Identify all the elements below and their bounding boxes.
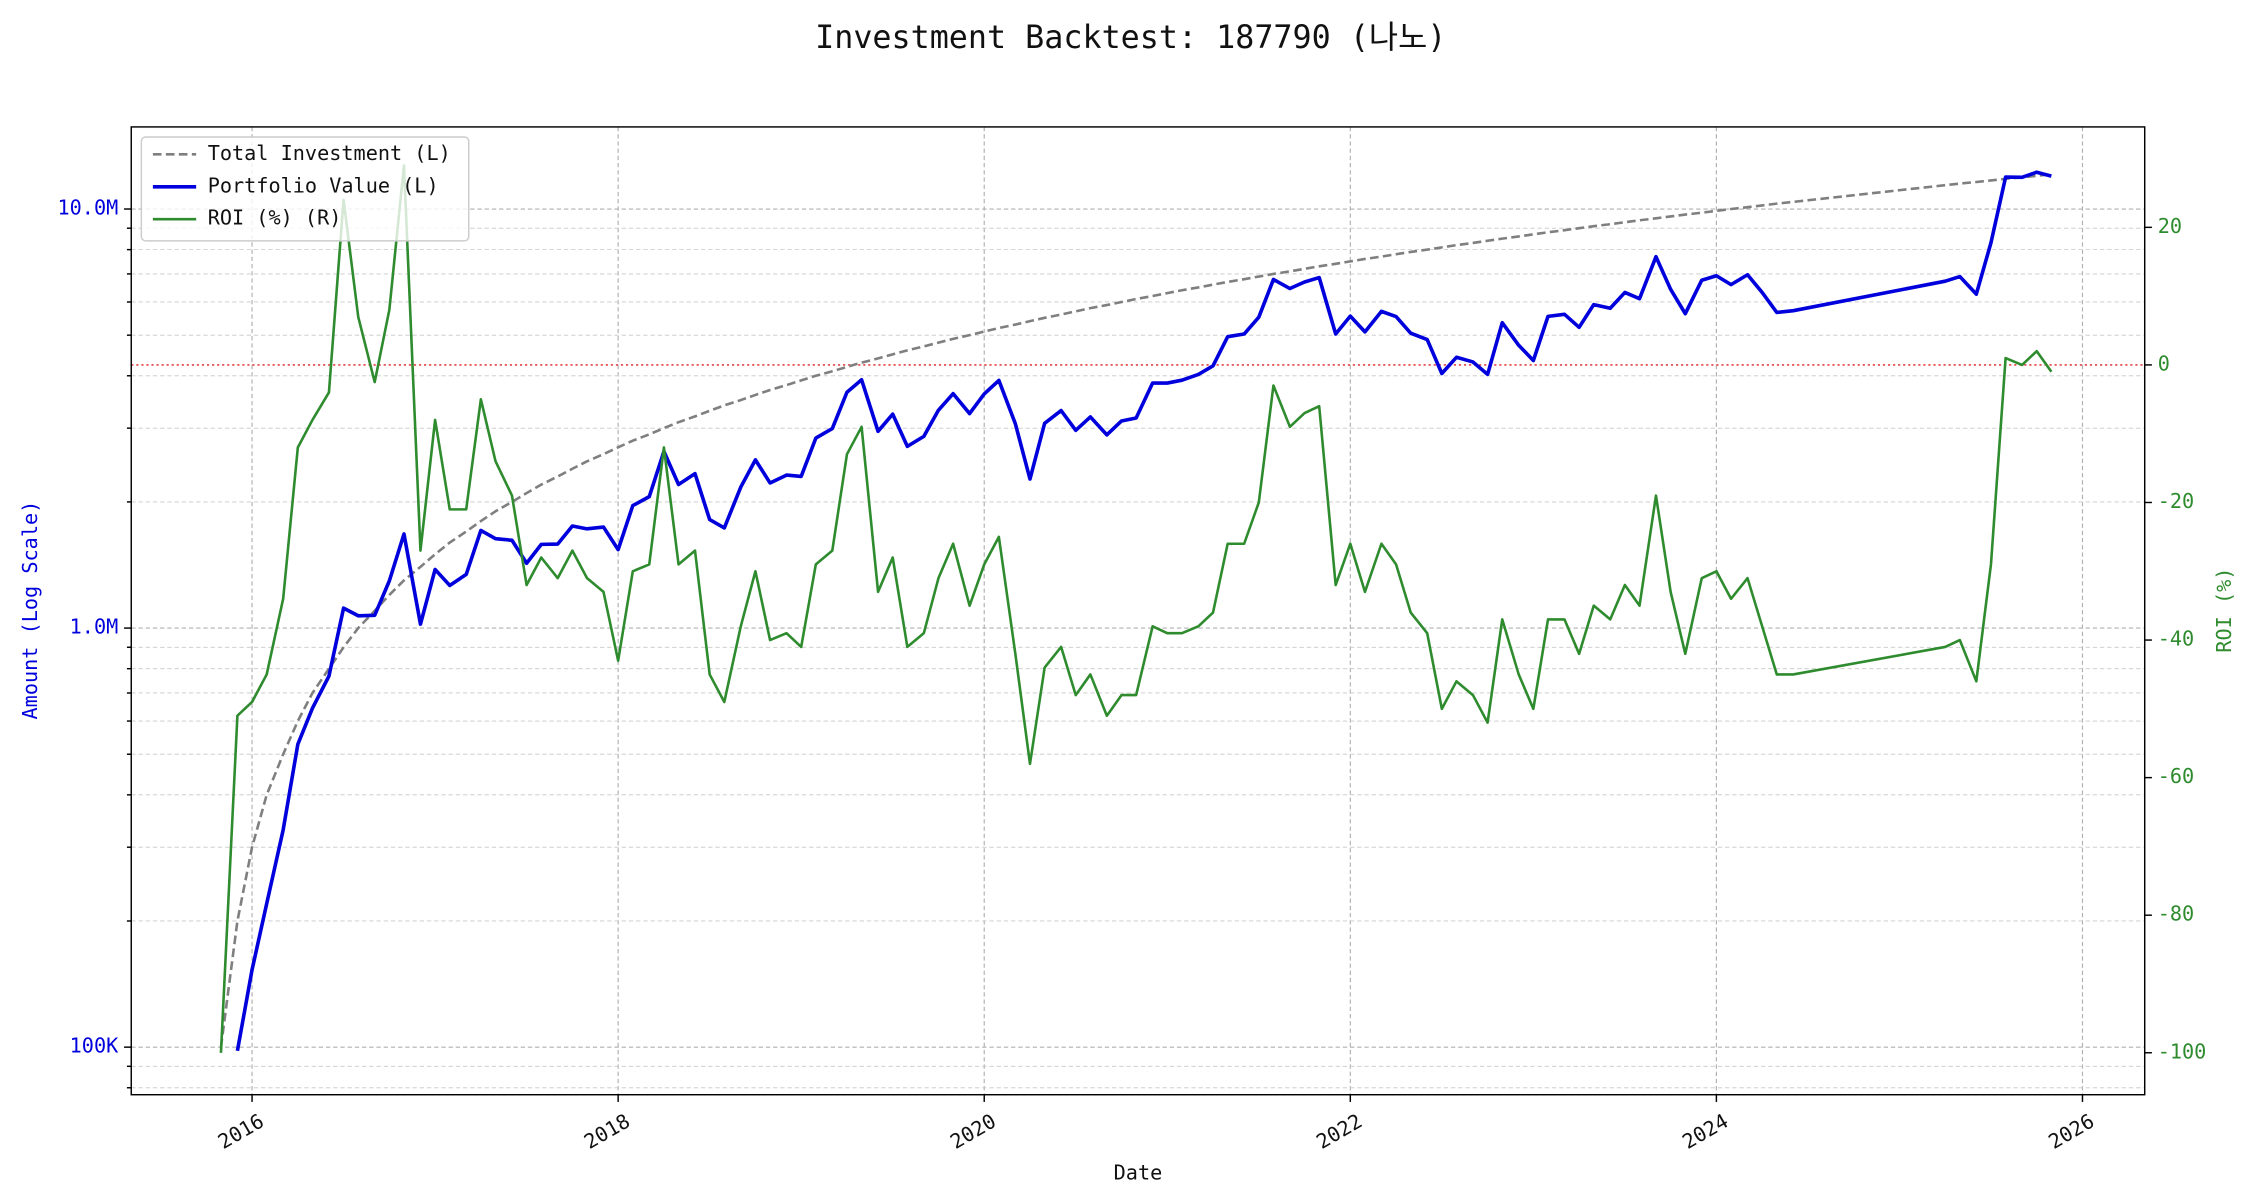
legend-box [140,136,470,242]
y2-axis-label: ROI (%) [2212,568,2236,653]
series-line [219,164,2053,1053]
x-axis-label: Date [1114,1161,1163,1185]
y-tick-label: 1.0M [70,615,119,639]
y2-tick-label: 0 [2158,351,2170,375]
y-tick-label: 100K [70,1034,119,1058]
y2-tick-label: -60 [2158,764,2194,788]
y2-tick-label: 20 [2158,214,2182,238]
series-line [219,173,2052,1048]
plot-frame [130,126,2146,1096]
y-tick-label: 10.0M [57,196,118,220]
series-line [235,170,2052,1052]
legend-label: Total Investment (L) [208,141,451,165]
legend: Total Investment (L) Portfolio Value (L) R… [140,136,470,242]
y-axis-label: Amount (Log Scale) [18,501,42,720]
y2-tick-label: -40 [2158,627,2194,651]
chart-title: Investment Backtest: 187790 (나노) [815,20,1446,56]
y2-tick-label: -20 [2158,489,2194,513]
y2-tick-label: -80 [2158,902,2194,926]
y2-tick-label: -100 [2158,1039,2207,1063]
plot-lines [131,164,2145,1053]
legend-label: ROI (%) (R) [208,206,342,230]
grid [131,126,2145,1095]
legend-label: Portfolio Value (L) [208,173,439,197]
